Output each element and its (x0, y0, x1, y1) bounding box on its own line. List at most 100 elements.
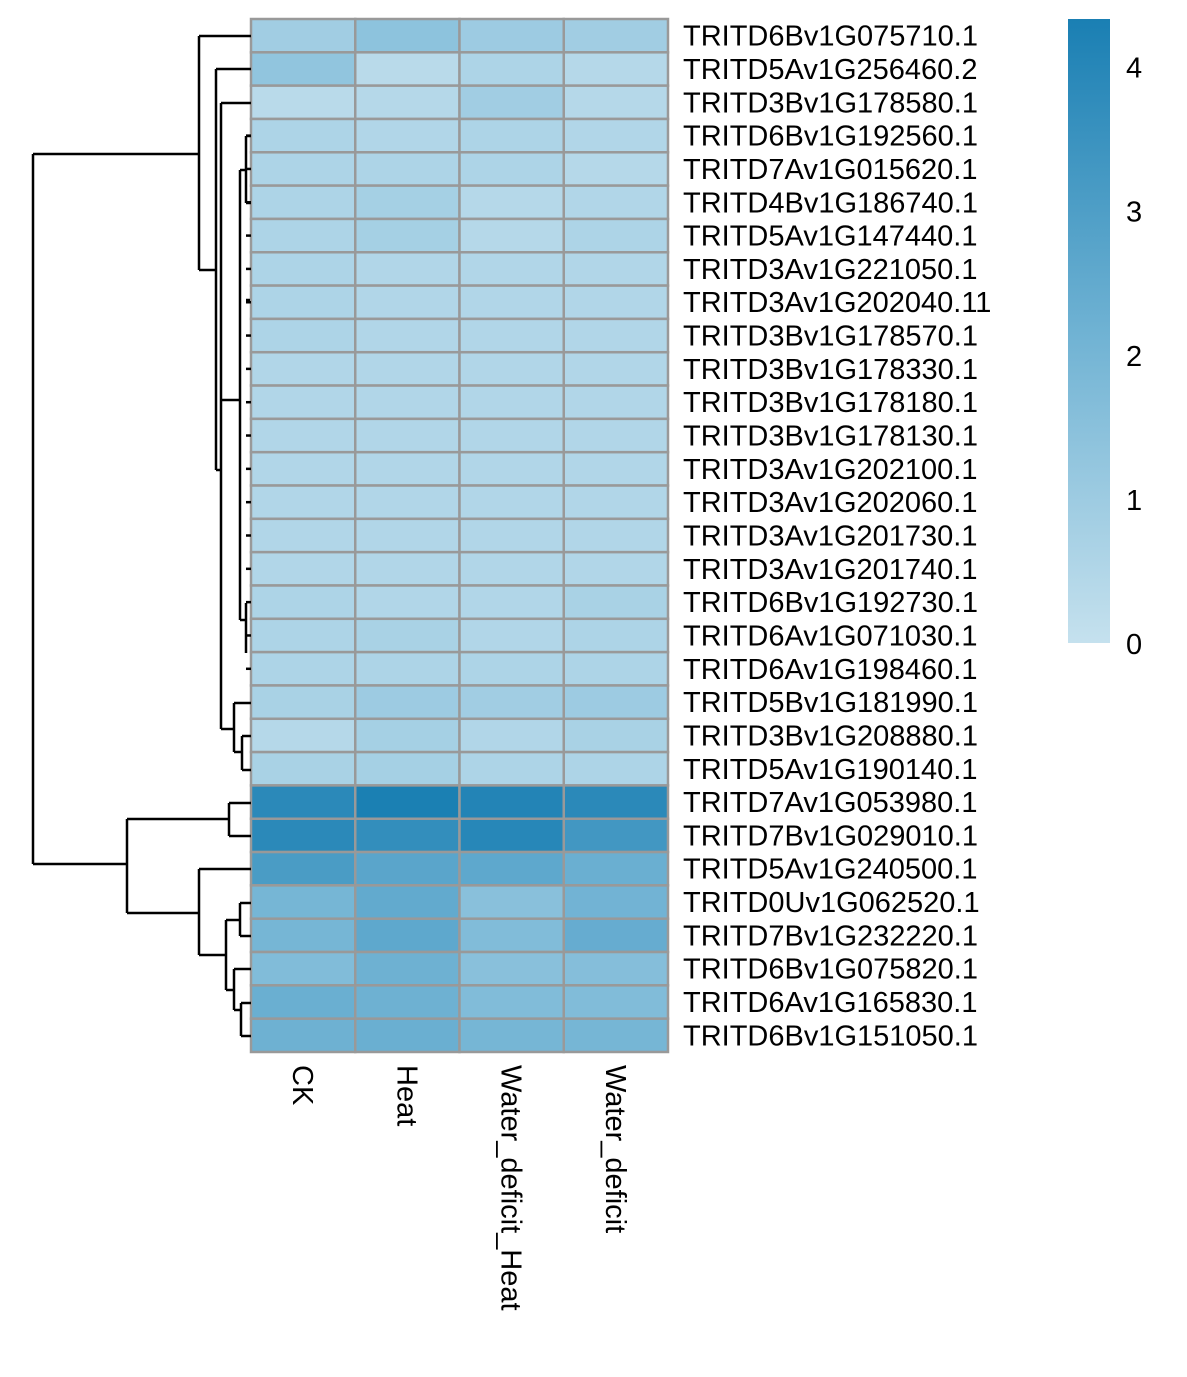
colorbar-tick-label: 3 (1126, 197, 1142, 229)
heatmap-cell (562, 650, 670, 687)
heatmap-cell (562, 51, 670, 87)
heatmap-cell (354, 517, 461, 554)
heatmap-cell (458, 284, 565, 321)
heatmap-cell (458, 584, 565, 621)
heatmap-cell (562, 84, 670, 121)
heatmap-cell (354, 684, 461, 721)
heatmap-cell (354, 1017, 461, 1054)
heatmap-cell (354, 151, 461, 187)
heatmap-cell (249, 550, 357, 587)
row-label: TRITD6Bv1G075710.1 (683, 21, 978, 53)
heatmap-cell (249, 584, 357, 621)
heatmap-cell (562, 117, 670, 154)
heatmap-cells (249, 17, 670, 1054)
row-label: TRITD6Bv1G192730.1 (683, 587, 978, 619)
row-label: TRITD3Av1G202100.1 (683, 454, 977, 486)
heatmap-cell (458, 884, 565, 920)
heatmap-cell (354, 17, 461, 54)
column-label: CK (286, 1065, 318, 1106)
heatmap-cell (458, 151, 565, 187)
heatmap-cell (458, 517, 565, 554)
heatmap-cell (249, 784, 357, 820)
heatmap-cell (249, 984, 357, 1020)
row-label: TRITD3Av1G202060.1 (683, 487, 977, 519)
column-label: Water_deficit (599, 1065, 631, 1233)
heatmap-cell (354, 484, 461, 521)
heatmap-cell (354, 817, 461, 854)
colorbar-tick-label: 4 (1126, 53, 1142, 85)
heatmap-cell (354, 650, 461, 687)
heatmap-cell (249, 684, 357, 721)
row-label: TRITD7Av1G015620.1 (683, 154, 977, 186)
heatmap-cell (249, 17, 357, 54)
heatmap-cell (249, 417, 357, 454)
row-label: TRITD5Av1G147440.1 (683, 221, 977, 253)
heatmap-cell (249, 350, 357, 387)
heatmap-cell (562, 350, 670, 387)
heatmap-cell (249, 884, 357, 920)
heatmap-cell (354, 884, 461, 920)
heatmap-cell (562, 717, 670, 754)
heatmap-cell (562, 784, 670, 820)
heatmap-cell (354, 584, 461, 621)
heatmap-cell (249, 750, 357, 787)
column-label: Heat (390, 1065, 422, 1126)
heatmap-cell (562, 384, 670, 421)
heatmap-cell (458, 251, 565, 287)
heatmap-cell (562, 184, 670, 221)
heatmap-cell (458, 51, 565, 87)
heatmap-cell (249, 217, 357, 254)
heatmap-cell (562, 950, 670, 987)
row-label: TRITD4Bv1G186740.1 (683, 187, 978, 219)
row-label: TRITD5Av1G256460.2 (683, 54, 977, 86)
heatmap-cell (249, 517, 357, 554)
heatmap-cell (458, 950, 565, 987)
heatmap-cell (249, 1017, 357, 1054)
heatmap-cell (354, 450, 461, 487)
heatmap-cell (562, 17, 670, 54)
heatmap-cell (458, 617, 565, 654)
row-label: TRITD6Bv1G192560.1 (683, 121, 978, 153)
heatmap-cell (458, 717, 565, 754)
heatmap-cell (458, 817, 565, 854)
heatmap-cell (458, 684, 565, 721)
heatmap-cell (458, 117, 565, 154)
heatmap-cell (562, 617, 670, 654)
row-label: TRITD6Av1G198460.1 (683, 654, 977, 686)
heatmap-cell (458, 917, 565, 954)
heatmap-cell (562, 317, 670, 354)
heatmap-cell (458, 417, 565, 454)
heatmap-cell (249, 317, 357, 354)
heatmap-cell (249, 817, 357, 854)
heatmap-cell (249, 251, 357, 287)
heatmap-cell (249, 151, 357, 187)
heatmap-cell (458, 984, 565, 1020)
row-label: TRITD3Av1G202040.11 (683, 287, 991, 319)
heatmap-cell (249, 617, 357, 654)
heatmap-cell (458, 550, 565, 587)
heatmap-cell (562, 217, 670, 254)
heatmap-cell (562, 517, 670, 554)
heatmap-cell (354, 850, 461, 887)
heatmap-cell (354, 217, 461, 254)
heatmap-cell (562, 750, 670, 787)
heatmap-cell (562, 450, 670, 487)
heatmap-cell (354, 184, 461, 221)
row-label: TRITD6Bv1G151050.1 (683, 1020, 978, 1052)
heatmap-cell (249, 450, 357, 487)
row-label: TRITD7Bv1G029010.1 (683, 820, 978, 852)
heatmap-cell (458, 784, 565, 820)
heatmap-cell (249, 950, 357, 987)
heatmap-cell (458, 317, 565, 354)
heatmap-cell (458, 84, 565, 121)
heatmap-cell (458, 484, 565, 521)
heatmap-cell (354, 51, 461, 87)
heatmap-cell (249, 84, 357, 121)
heatmap-cell (354, 550, 461, 587)
row-label: TRITD3Bv1G178570.1 (683, 321, 978, 353)
column-label: Water_deficit_Heat (495, 1065, 527, 1311)
heatmap-cell (458, 17, 565, 54)
row-label: TRITD0Uv1G062520.1 (683, 887, 980, 919)
heatmap-cell (354, 117, 461, 154)
heatmap-cell (458, 184, 565, 221)
